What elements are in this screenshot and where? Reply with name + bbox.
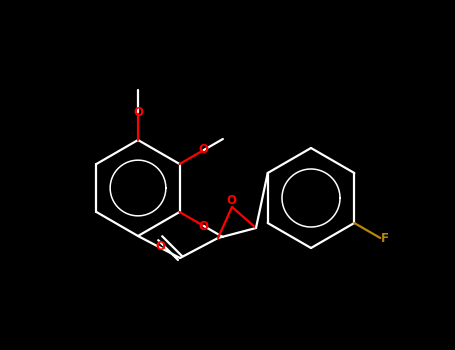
Text: F: F xyxy=(381,231,389,245)
Text: O: O xyxy=(226,194,236,206)
Text: O: O xyxy=(199,219,209,232)
Text: O: O xyxy=(133,105,143,119)
Text: O: O xyxy=(155,240,165,253)
Text: O: O xyxy=(199,144,209,156)
